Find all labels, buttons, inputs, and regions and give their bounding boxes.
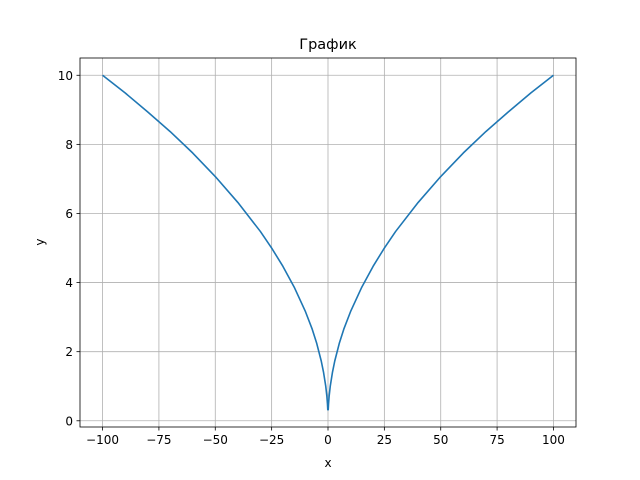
series-line (102, 74, 554, 411)
ticks: −100 −75 −50 −25 0 25 50 75 100 0 2 4 6 8 10 (58, 69, 565, 447)
y-axis-label: y (33, 238, 47, 245)
chart-title: График (299, 37, 357, 53)
x-tick-label: −50 (203, 433, 228, 447)
x-tick-label: 100 (542, 433, 565, 447)
x-tick-label: 25 (377, 433, 392, 447)
grid (80, 58, 576, 427)
x-tick-label: 75 (489, 433, 504, 447)
x-tick-label: −100 (86, 433, 119, 447)
x-tick-label: 0 (324, 433, 332, 447)
y-tick-label: 4 (65, 276, 73, 290)
x-tick-label: 50 (433, 433, 448, 447)
x-tick-label: −25 (259, 433, 284, 447)
x-tick-label: −75 (146, 433, 171, 447)
y-tick-label: 2 (65, 345, 73, 359)
x-axis-label: x (324, 456, 331, 470)
y-tick-label: 6 (65, 207, 73, 221)
y-tick-label: 10 (58, 69, 73, 83)
y-tick-label: 8 (65, 138, 73, 152)
series-layer (102, 74, 554, 411)
y-tick-label: 0 (65, 414, 73, 428)
